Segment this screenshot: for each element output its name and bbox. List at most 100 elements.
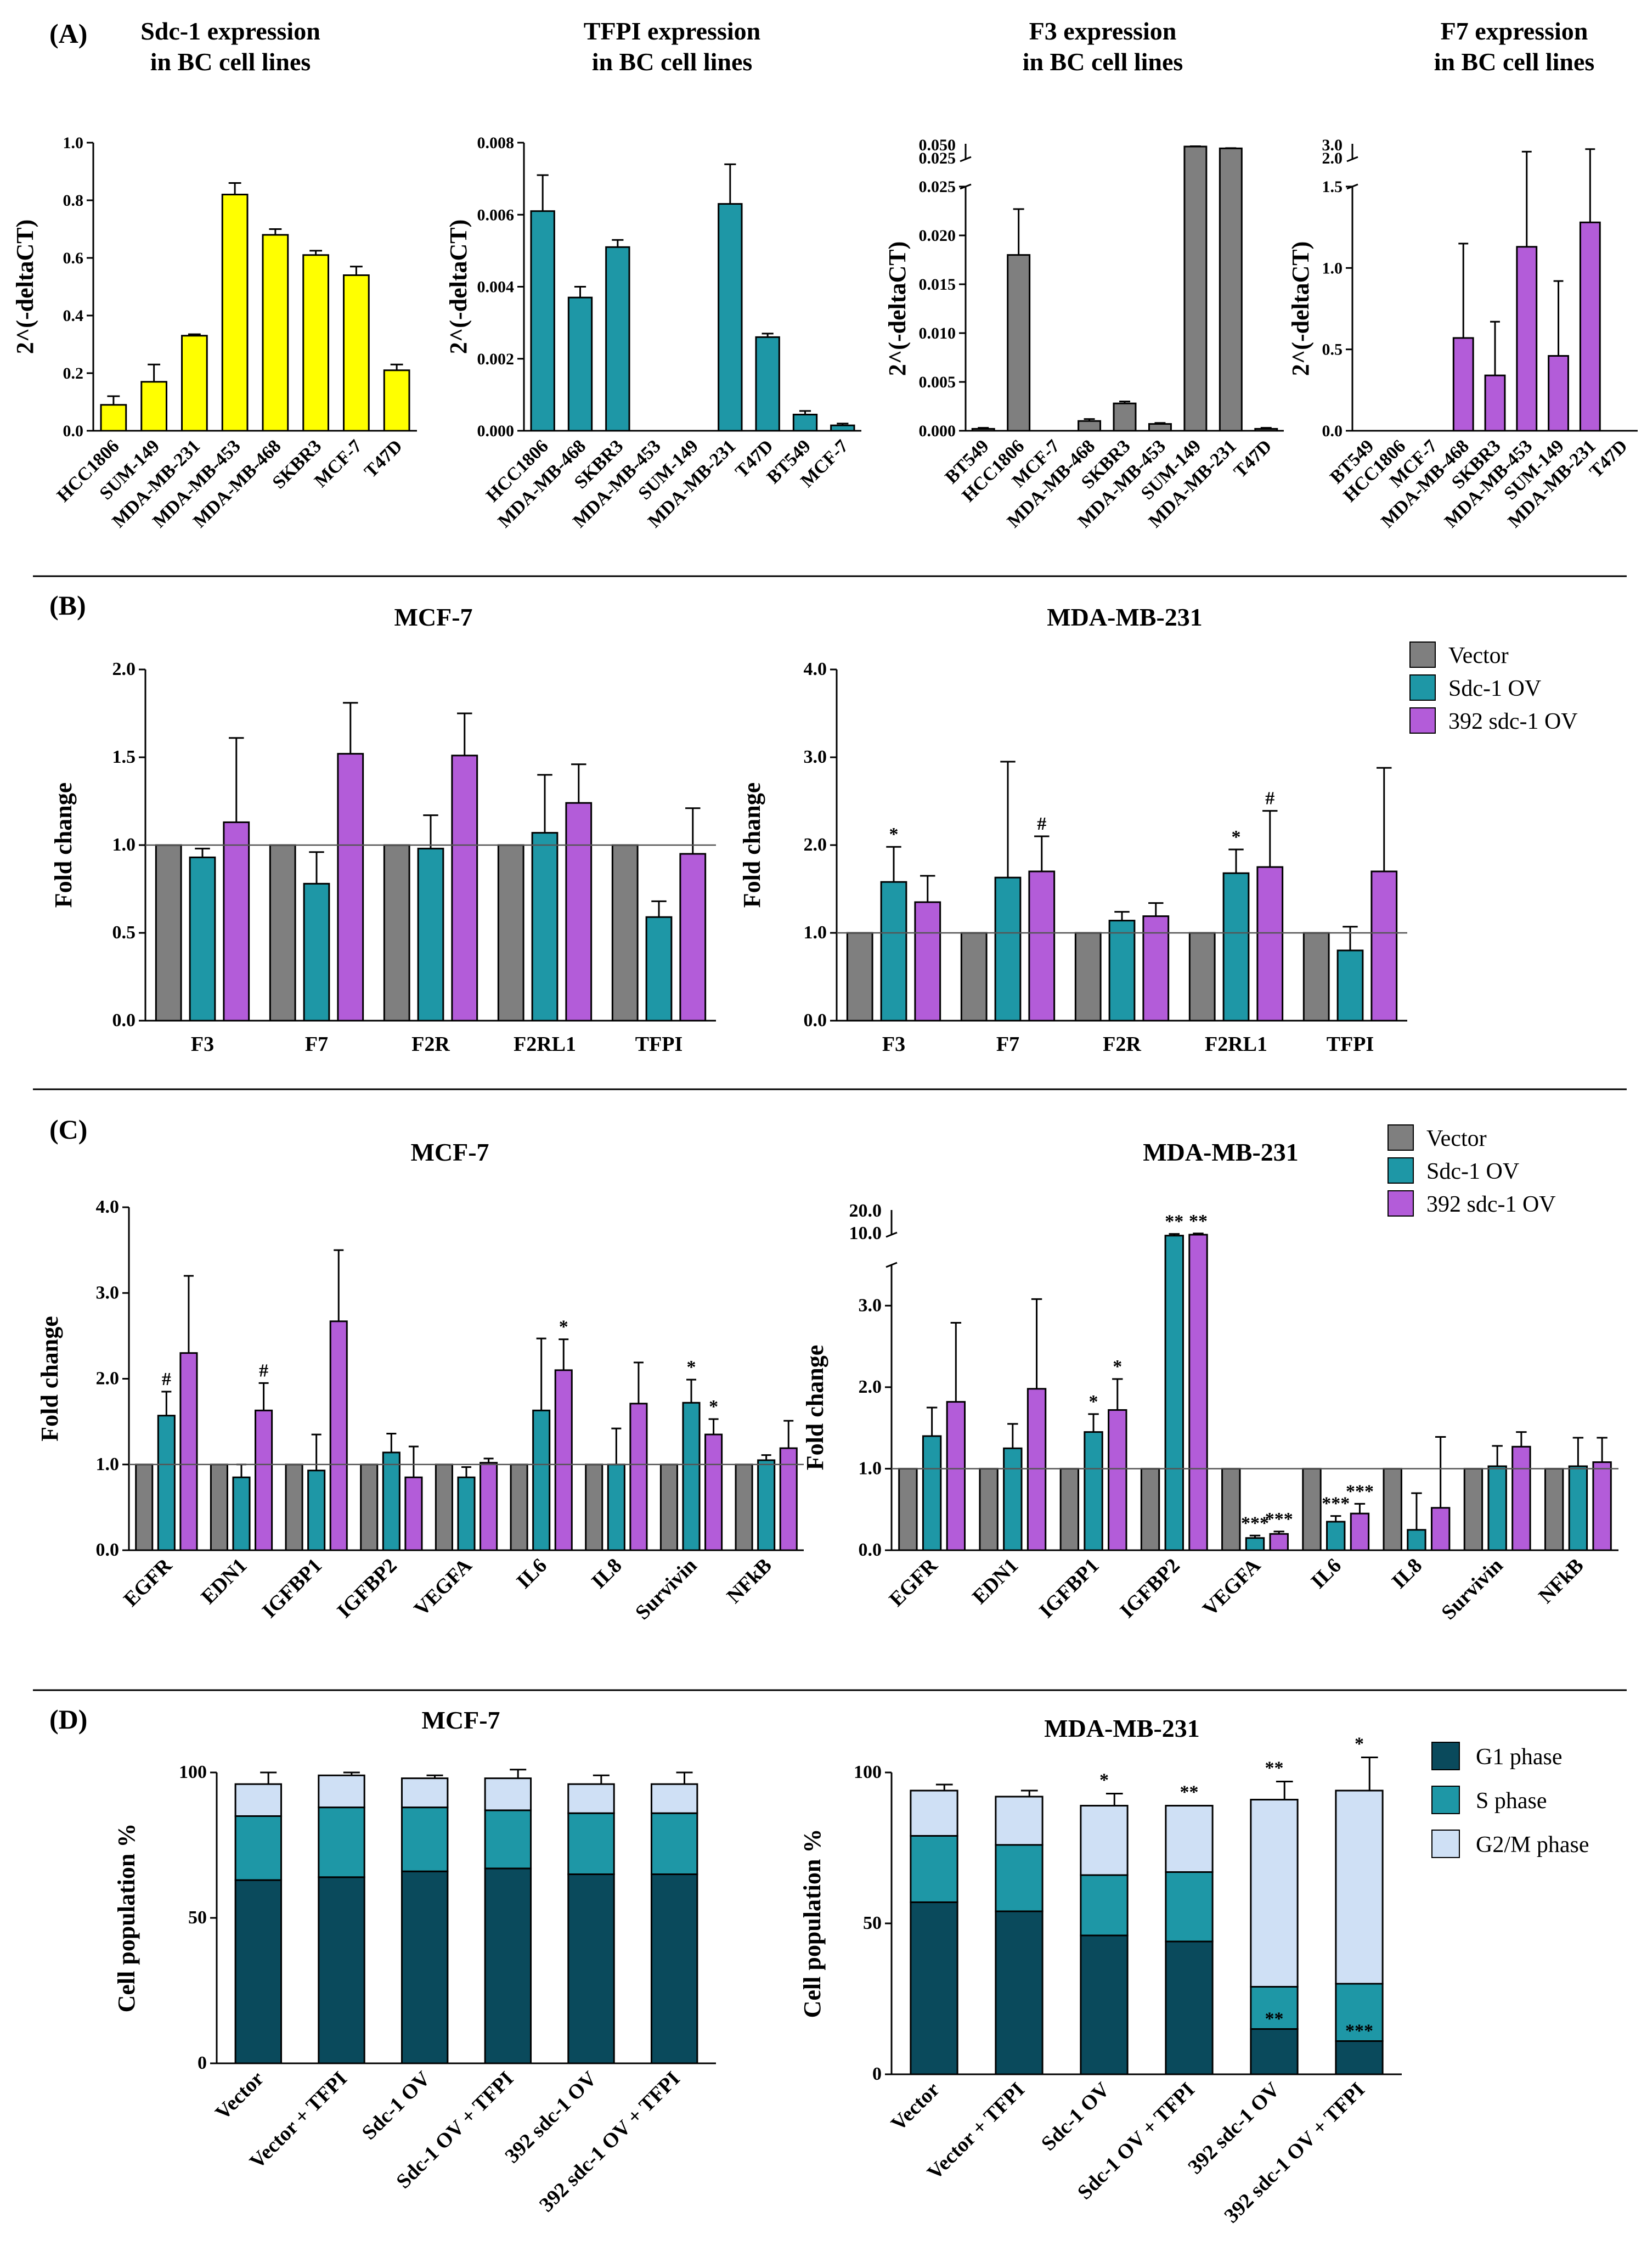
y-tick-label-upper: 0.025: [919, 149, 956, 167]
chart-b1: 0.0 0.5 1.0 1.5 2.0 Fold change MCF-7 F3 F7 F2R F2…: [50, 603, 716, 1056]
y-tick-label: 1.0: [804, 922, 827, 943]
y-tick-label: 3.0: [96, 1282, 120, 1303]
bar-sdc-1-ov: [607, 1464, 625, 1551]
chart-title: in BC cell lines: [592, 48, 753, 76]
bar-sdc-1-ov: [1164, 1235, 1184, 1551]
chart-title: MDA-MB-231: [1044, 1714, 1200, 1742]
bar: [1183, 145, 1208, 432]
y-tick-label: 50: [863, 1913, 882, 1933]
y-tick-label: 0.5: [112, 922, 136, 943]
bar-vector: [1188, 932, 1216, 1022]
legend-label-392: 392 sdc-1 OV: [1448, 709, 1578, 734]
bar-vector: [960, 932, 988, 1022]
bar-segment-g1-phase: [1250, 2028, 1299, 2075]
bar-segment-g2-m-phase: [650, 1783, 698, 1814]
y-tick-label: 0: [198, 2053, 207, 2073]
bar-vector: [659, 1464, 678, 1551]
bar-segment-s-phase: [1250, 1986, 1299, 2030]
bar-segment-g2-m-phase: [1165, 1805, 1214, 1873]
bar-segment-s-phase: [567, 1812, 615, 1875]
y-axis-label: Fold change: [738, 783, 765, 908]
panel-label-a: (A): [49, 18, 87, 49]
bar-vector: [611, 844, 639, 1022]
bar-segment-g1-phase: [567, 1873, 615, 2064]
bar-segment-s-phase: [910, 1835, 958, 1903]
bar: [302, 254, 329, 432]
bar-segment-s-phase: [1335, 1983, 1384, 2042]
bar-392-sdc-1-ov: [946, 1401, 966, 1551]
bar: [383, 369, 410, 432]
bar-sdc-1-ov: [303, 882, 330, 1022]
significance-mark: *: [687, 1357, 696, 1377]
y-tick-label: 1.0: [859, 1458, 882, 1478]
bar: [1254, 427, 1278, 432]
bar-sdc-1-ov: [382, 1451, 401, 1551]
bar-392-sdc-1-ov: [1430, 1507, 1451, 1551]
significance-mark: **: [1265, 2009, 1284, 2029]
bar: [567, 296, 593, 432]
y-tick-label: 4.0: [804, 659, 827, 679]
chart-title: MCF-7: [410, 1138, 489, 1166]
legend-label-392-c: 392 sdc-1 OV: [1426, 1192, 1556, 1217]
bar-vector: [285, 1464, 303, 1551]
axis-break-mark: [960, 156, 972, 162]
bar-vector: [360, 1464, 379, 1551]
bar-segment-g1-phase: [995, 1910, 1044, 2075]
significance-mark: #: [259, 1360, 268, 1381]
legend-label-sdc1: Sdc-1 OV: [1448, 676, 1541, 701]
bar-vector: [269, 844, 296, 1022]
bar-392-sdc-1-ov: [404, 1476, 423, 1551]
y-tick-label: 0.2: [63, 364, 84, 382]
bar-sdc-1-ov: [645, 916, 673, 1022]
bar-392-sdc-1-ov: [704, 1433, 723, 1551]
significance-mark: #: [162, 1369, 171, 1389]
bar-segment-s-phase: [1080, 1874, 1129, 1937]
chart-title: TFPI expression: [584, 17, 760, 45]
x-tick-label: F3: [191, 1033, 214, 1056]
bar-392-sdc-1-ov: [1269, 1533, 1289, 1551]
legend-swatch-g2m: [1431, 1830, 1460, 1858]
bar-392-sdc-1-ov: [255, 1409, 273, 1551]
bar: [1579, 221, 1601, 432]
legend-label-g2m: G2/M phase: [1476, 1832, 1589, 1858]
bar-392-sdc-1-ov: [329, 1320, 348, 1551]
bar-vector: [155, 844, 182, 1022]
legend-swatch-sdc1-c: [1387, 1157, 1414, 1184]
bar-vector: [510, 1464, 528, 1551]
significance-mark: *: [889, 824, 899, 845]
panel-label-b: (B): [49, 590, 86, 621]
bar-segment-g1-phase: [234, 1879, 283, 2064]
bar-segment-g2-m-phase: [910, 1789, 958, 1837]
bar: [718, 203, 743, 432]
bar-sdc-1-ov: [307, 1470, 326, 1551]
y-tick-label: 100: [854, 1762, 882, 1782]
bar-segment-g2-m-phase: [1080, 1805, 1129, 1876]
y-tick-label: 0.000: [919, 422, 956, 440]
bar: [1113, 402, 1137, 432]
bar-vector: [497, 844, 524, 1022]
y-tick-label: 2.0: [859, 1377, 882, 1397]
bar-vector: [1059, 1467, 1080, 1551]
chart-title: Sdc-1 expression: [140, 17, 320, 45]
significance-mark: ***: [1345, 2021, 1373, 2041]
y-tick-label: 2.0: [112, 659, 136, 679]
legend-label-sdc1-c: Sdc-1 OV: [1426, 1159, 1519, 1184]
y-tick-label: 1.5: [1322, 178, 1343, 196]
legend-groups-b: Vector Sdc-1 OV 392 sdc-1 OV: [1409, 641, 1578, 734]
bar-segment-s-phase: [234, 1815, 283, 1881]
x-tick-label: F2R: [1103, 1033, 1141, 1056]
y-tick-label: 0.000: [477, 422, 515, 440]
panel-label-d: (D): [49, 1704, 87, 1735]
legend-swatch-392-c: [1387, 1190, 1414, 1217]
y-tick-label: 0.004: [477, 278, 515, 296]
significance-mark: **: [1165, 1212, 1183, 1232]
y-tick-label: 0.0: [96, 1540, 120, 1560]
bar-392-sdc-1-ov: [779, 1447, 798, 1551]
significance-mark: ***: [1346, 1481, 1374, 1501]
y-axis-label: Fold change: [50, 783, 77, 908]
bar-segment-g2-m-phase: [1335, 1789, 1384, 1985]
bar-392-sdc-1-ov: [1592, 1461, 1612, 1551]
bar-vector: [383, 844, 410, 1022]
bar-vector: [979, 1467, 999, 1551]
legend-swatch-s: [1431, 1786, 1460, 1814]
